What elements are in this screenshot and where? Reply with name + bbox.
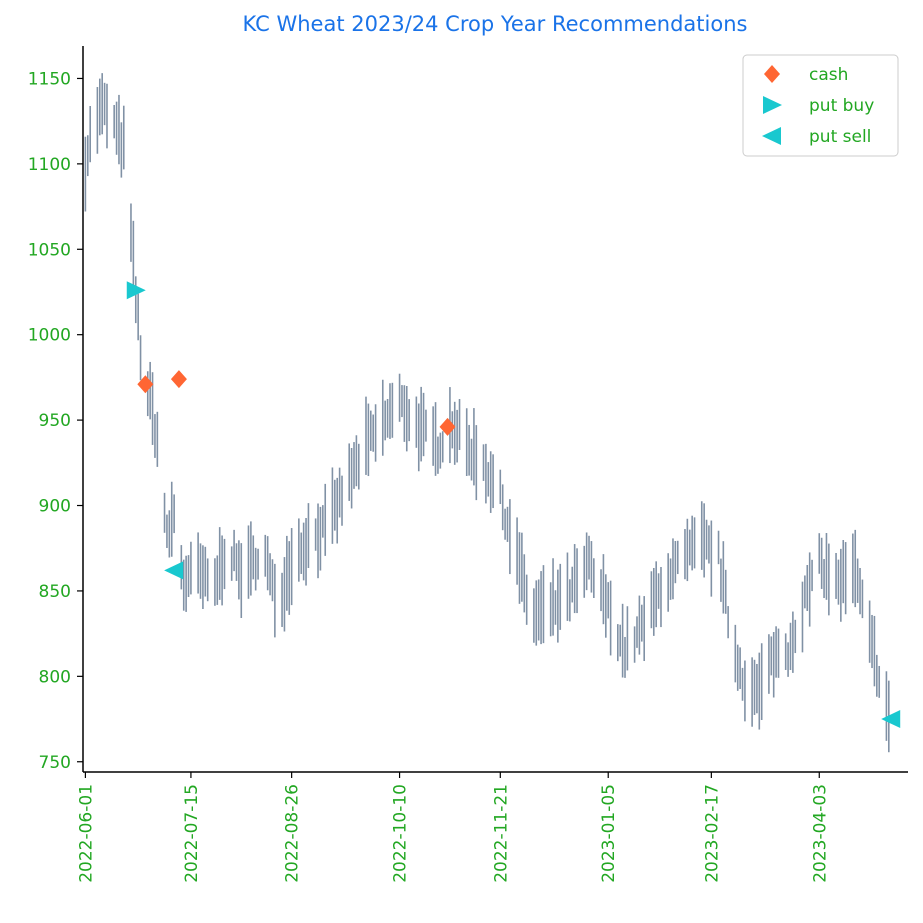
x-tick-label: 2022-08-26 [283, 784, 303, 883]
x-tick-label: 2022-11-21 [491, 784, 511, 883]
x-ticks: 2022-06-01 2022-07-15 2022-08-26 2022-10-10… [76, 772, 830, 883]
legend-put-sell-icon [762, 127, 781, 145]
legend-put-buy-icon [763, 96, 782, 114]
y-tick-label: 1150 [28, 69, 71, 89]
cash-marker [439, 417, 456, 436]
x-tick-label: 2022-07-15 [182, 784, 202, 883]
x-tick-label: 2022-06-01 [76, 784, 96, 883]
x-tick-label: 2023-01-05 [599, 784, 619, 883]
y-tick-label: 1000 [28, 326, 71, 346]
axes [82, 46, 908, 773]
y-tick-label: 850 [39, 582, 71, 602]
cash-marker [137, 375, 154, 394]
y-tick-label: 950 [39, 411, 71, 431]
x-tick-label: 2023-04-03 [810, 784, 830, 883]
legend-label: put sell [809, 127, 871, 147]
put-sell-marker [881, 710, 901, 729]
y-tick-label: 800 [39, 667, 71, 687]
y-ticks: 750 800 850 900 950 1000 1050 1100 1150 [28, 69, 83, 773]
chart-title: KC Wheat 2023/24 Crop Year Recommendatio… [243, 12, 748, 36]
y-tick-label: 900 [39, 497, 71, 517]
y-tick-label: 1050 [28, 240, 71, 260]
legend: cash put buy put sell [742, 54, 899, 157]
legend-box [742, 54, 899, 157]
cash-marker [170, 370, 187, 389]
y-tick-label: 750 [39, 753, 71, 773]
price-bars [84, 73, 890, 753]
legend-label: put buy [809, 96, 874, 116]
x-tick-label: 2023-02-17 [702, 784, 722, 883]
put-sell-marker [164, 561, 184, 580]
legend-cash-icon [764, 65, 780, 83]
x-tick-label: 2022-10-10 [391, 784, 411, 883]
y-tick-label: 1100 [28, 155, 71, 175]
recommendation-markers [126, 281, 901, 729]
put-buy-marker [126, 281, 146, 300]
legend-label: cash [809, 65, 848, 85]
